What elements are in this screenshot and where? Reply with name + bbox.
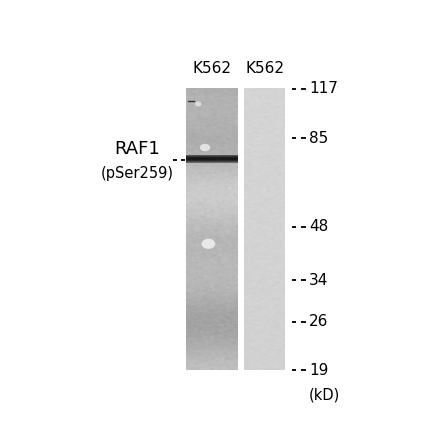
Text: K562: K562 [192, 61, 231, 76]
Ellipse shape [200, 144, 210, 151]
Text: 117: 117 [309, 81, 338, 96]
Text: 19: 19 [309, 363, 328, 378]
Text: 48: 48 [309, 219, 328, 234]
Text: 26: 26 [309, 314, 328, 329]
Ellipse shape [202, 239, 215, 249]
Text: (kD): (kD) [309, 387, 340, 402]
Text: (pSer259): (pSer259) [100, 166, 173, 181]
Text: 34: 34 [309, 273, 328, 288]
Ellipse shape [195, 101, 201, 106]
Text: RAF1: RAF1 [114, 140, 160, 158]
Text: K562: K562 [245, 61, 284, 76]
Text: 85: 85 [309, 131, 328, 146]
